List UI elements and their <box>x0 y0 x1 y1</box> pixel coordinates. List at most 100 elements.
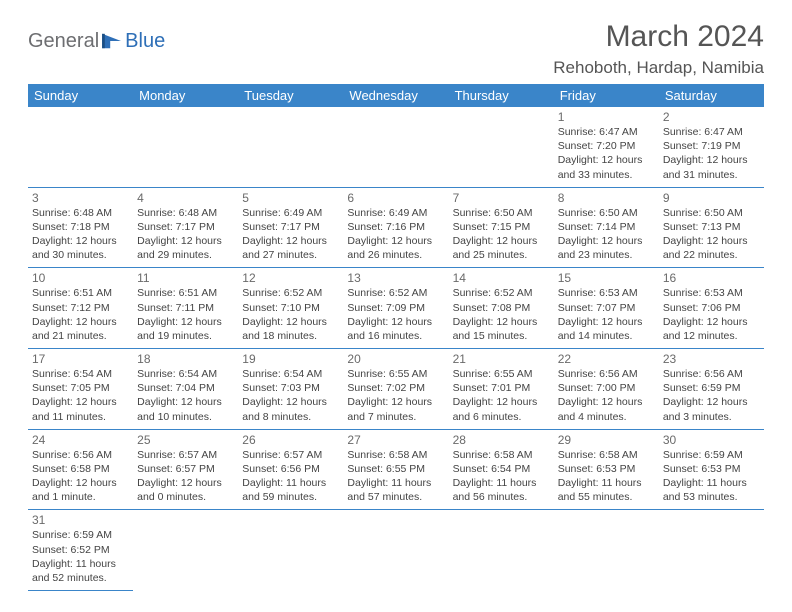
day-number: 24 <box>32 433 129 447</box>
day-number: 11 <box>137 271 234 285</box>
calendar-cell: 25Sunrise: 6:57 AMSunset: 6:57 PMDayligh… <box>133 429 238 510</box>
day-number: 29 <box>558 433 655 447</box>
header: General Blue March 2024 Rehoboth, Hardap… <box>28 20 764 78</box>
day-info: Sunrise: 6:51 AMSunset: 7:12 PMDaylight:… <box>32 286 129 343</box>
location: Rehoboth, Hardap, Namibia <box>553 58 764 78</box>
day-number: 7 <box>453 191 550 205</box>
calendar-cell <box>449 107 554 187</box>
calendar-row: 24Sunrise: 6:56 AMSunset: 6:58 PMDayligh… <box>28 429 764 510</box>
calendar-cell <box>343 107 448 187</box>
day-number: 26 <box>242 433 339 447</box>
calendar-cell: 28Sunrise: 6:58 AMSunset: 6:54 PMDayligh… <box>449 429 554 510</box>
calendar-cell: 26Sunrise: 6:57 AMSunset: 6:56 PMDayligh… <box>238 429 343 510</box>
day-info: Sunrise: 6:58 AMSunset: 6:54 PMDaylight:… <box>453 448 550 505</box>
day-header: Sunday <box>28 84 133 107</box>
calendar-cell <box>554 510 659 591</box>
calendar-cell: 12Sunrise: 6:52 AMSunset: 7:10 PMDayligh… <box>238 268 343 349</box>
day-number: 5 <box>242 191 339 205</box>
day-info: Sunrise: 6:51 AMSunset: 7:11 PMDaylight:… <box>137 286 234 343</box>
title-block: March 2024 Rehoboth, Hardap, Namibia <box>553 20 764 78</box>
calendar-cell: 8Sunrise: 6:50 AMSunset: 7:14 PMDaylight… <box>554 187 659 268</box>
day-number: 16 <box>663 271 760 285</box>
calendar-cell: 6Sunrise: 6:49 AMSunset: 7:16 PMDaylight… <box>343 187 448 268</box>
day-number: 22 <box>558 352 655 366</box>
calendar-cell: 1Sunrise: 6:47 AMSunset: 7:20 PMDaylight… <box>554 107 659 187</box>
day-info: Sunrise: 6:56 AMSunset: 6:58 PMDaylight:… <box>32 448 129 505</box>
calendar-cell <box>238 510 343 591</box>
day-info: Sunrise: 6:57 AMSunset: 6:57 PMDaylight:… <box>137 448 234 505</box>
flag-icon <box>101 32 123 50</box>
day-number: 9 <box>663 191 760 205</box>
day-number: 4 <box>137 191 234 205</box>
day-info: Sunrise: 6:49 AMSunset: 7:16 PMDaylight:… <box>347 206 444 263</box>
day-number: 18 <box>137 352 234 366</box>
calendar-body: 1Sunrise: 6:47 AMSunset: 7:20 PMDaylight… <box>28 107 764 591</box>
calendar-cell <box>133 510 238 591</box>
calendar-cell <box>343 510 448 591</box>
calendar-cell <box>28 107 133 187</box>
calendar-cell: 31Sunrise: 6:59 AMSunset: 6:52 PMDayligh… <box>28 510 133 591</box>
day-info: Sunrise: 6:55 AMSunset: 7:01 PMDaylight:… <box>453 367 550 424</box>
calendar-row: 17Sunrise: 6:54 AMSunset: 7:05 PMDayligh… <box>28 349 764 430</box>
day-number: 19 <box>242 352 339 366</box>
calendar-cell <box>659 510 764 591</box>
day-info: Sunrise: 6:55 AMSunset: 7:02 PMDaylight:… <box>347 367 444 424</box>
calendar-cell: 4Sunrise: 6:48 AMSunset: 7:17 PMDaylight… <box>133 187 238 268</box>
day-info: Sunrise: 6:59 AMSunset: 6:52 PMDaylight:… <box>32 528 129 585</box>
calendar-cell <box>133 107 238 187</box>
day-number: 23 <box>663 352 760 366</box>
day-info: Sunrise: 6:50 AMSunset: 7:14 PMDaylight:… <box>558 206 655 263</box>
calendar-cell: 11Sunrise: 6:51 AMSunset: 7:11 PMDayligh… <box>133 268 238 349</box>
day-number: 30 <box>663 433 760 447</box>
calendar-cell: 5Sunrise: 6:49 AMSunset: 7:17 PMDaylight… <box>238 187 343 268</box>
day-info: Sunrise: 6:52 AMSunset: 7:10 PMDaylight:… <box>242 286 339 343</box>
calendar-cell: 17Sunrise: 6:54 AMSunset: 7:05 PMDayligh… <box>28 349 133 430</box>
day-info: Sunrise: 6:50 AMSunset: 7:15 PMDaylight:… <box>453 206 550 263</box>
calendar-cell: 10Sunrise: 6:51 AMSunset: 7:12 PMDayligh… <box>28 268 133 349</box>
day-header-row: SundayMondayTuesdayWednesdayThursdayFrid… <box>28 84 764 107</box>
day-number: 31 <box>32 513 129 527</box>
day-number: 2 <box>663 110 760 124</box>
day-info: Sunrise: 6:47 AMSunset: 7:20 PMDaylight:… <box>558 125 655 182</box>
logo-text-blue: Blue <box>125 30 165 53</box>
calendar-table: SundayMondayTuesdayWednesdayThursdayFrid… <box>28 84 764 591</box>
calendar-cell: 13Sunrise: 6:52 AMSunset: 7:09 PMDayligh… <box>343 268 448 349</box>
calendar-row: 3Sunrise: 6:48 AMSunset: 7:18 PMDaylight… <box>28 187 764 268</box>
day-number: 25 <box>137 433 234 447</box>
day-number: 20 <box>347 352 444 366</box>
day-info: Sunrise: 6:54 AMSunset: 7:03 PMDaylight:… <box>242 367 339 424</box>
day-number: 14 <box>453 271 550 285</box>
calendar-cell: 24Sunrise: 6:56 AMSunset: 6:58 PMDayligh… <box>28 429 133 510</box>
day-info: Sunrise: 6:58 AMSunset: 6:55 PMDaylight:… <box>347 448 444 505</box>
day-info: Sunrise: 6:48 AMSunset: 7:18 PMDaylight:… <box>32 206 129 263</box>
calendar-row: 31Sunrise: 6:59 AMSunset: 6:52 PMDayligh… <box>28 510 764 591</box>
calendar-cell: 15Sunrise: 6:53 AMSunset: 7:07 PMDayligh… <box>554 268 659 349</box>
day-number: 27 <box>347 433 444 447</box>
day-number: 1 <box>558 110 655 124</box>
day-info: Sunrise: 6:57 AMSunset: 6:56 PMDaylight:… <box>242 448 339 505</box>
day-number: 6 <box>347 191 444 205</box>
calendar-cell: 20Sunrise: 6:55 AMSunset: 7:02 PMDayligh… <box>343 349 448 430</box>
day-info: Sunrise: 6:53 AMSunset: 7:07 PMDaylight:… <box>558 286 655 343</box>
day-info: Sunrise: 6:48 AMSunset: 7:17 PMDaylight:… <box>137 206 234 263</box>
calendar-cell: 3Sunrise: 6:48 AMSunset: 7:18 PMDaylight… <box>28 187 133 268</box>
day-header: Monday <box>133 84 238 107</box>
logo: General Blue <box>28 20 165 53</box>
day-number: 13 <box>347 271 444 285</box>
calendar-cell <box>449 510 554 591</box>
day-header: Tuesday <box>238 84 343 107</box>
day-header: Saturday <box>659 84 764 107</box>
day-number: 21 <box>453 352 550 366</box>
calendar-cell <box>238 107 343 187</box>
day-number: 12 <box>242 271 339 285</box>
day-number: 17 <box>32 352 129 366</box>
day-header: Friday <box>554 84 659 107</box>
calendar-cell: 7Sunrise: 6:50 AMSunset: 7:15 PMDaylight… <box>449 187 554 268</box>
day-info: Sunrise: 6:59 AMSunset: 6:53 PMDaylight:… <box>663 448 760 505</box>
calendar-cell: 9Sunrise: 6:50 AMSunset: 7:13 PMDaylight… <box>659 187 764 268</box>
day-info: Sunrise: 6:50 AMSunset: 7:13 PMDaylight:… <box>663 206 760 263</box>
day-info: Sunrise: 6:54 AMSunset: 7:04 PMDaylight:… <box>137 367 234 424</box>
day-info: Sunrise: 6:56 AMSunset: 6:59 PMDaylight:… <box>663 367 760 424</box>
day-info: Sunrise: 6:47 AMSunset: 7:19 PMDaylight:… <box>663 125 760 182</box>
logo-text-general: General <box>28 30 99 53</box>
